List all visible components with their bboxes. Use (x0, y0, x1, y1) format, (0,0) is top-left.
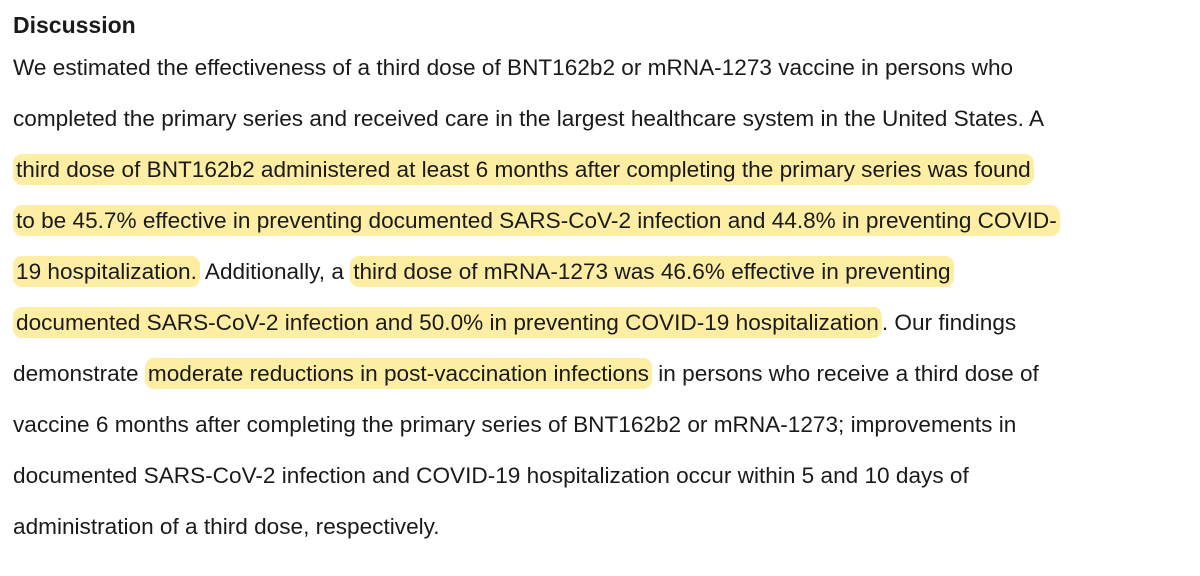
highlighted-text: moderate reductions in post-vaccination … (144, 358, 652, 389)
highlighted-text: third dose of BNT162b2 administered at l… (13, 154, 1034, 185)
body-text: Additionally, a (199, 259, 351, 284)
body-text: demonstrate (13, 361, 145, 386)
document-body: Discussion We estimated the effectivenes… (13, 8, 1193, 552)
highlighted-text: 19 hospitalization. (13, 256, 200, 287)
body-text: . Our findings (881, 310, 1017, 335)
text-line: administration of a third dose, respecti… (13, 501, 1193, 552)
text-line: documented SARS-CoV-2 infection and 50.0… (13, 297, 1193, 348)
text-line: 19 hospitalization. Additionally, a thir… (13, 246, 1193, 297)
body-text: We estimated the effectiveness of a thir… (13, 55, 1014, 80)
body-text: completed the primary series and receive… (13, 106, 1045, 131)
text-line: We estimated the effectiveness of a thir… (13, 42, 1193, 93)
highlighted-text: to be 45.7% effective in preventing docu… (13, 205, 1060, 236)
highlighted-text: third dose of mRNA-1273 was 46.6% effect… (350, 256, 954, 287)
section-heading: Discussion (13, 12, 136, 38)
text-line: demonstrate moderate reductions in post-… (13, 348, 1193, 399)
text-line: documented SARS-CoV-2 infection and COVI… (13, 450, 1193, 501)
body-text: documented SARS-CoV-2 infection and COVI… (13, 463, 969, 488)
body-text: in persons who receive a third dose of (651, 361, 1039, 386)
body-text: administration of a third dose, respecti… (13, 514, 440, 539)
text-line: completed the primary series and receive… (13, 93, 1193, 144)
highlighted-text: documented SARS-CoV-2 infection and 50.0… (13, 307, 882, 338)
text-line: vaccine 6 months after completing the pr… (13, 399, 1193, 450)
body-text: vaccine 6 months after completing the pr… (13, 412, 1017, 437)
discussion-paragraph: We estimated the effectiveness of a thir… (13, 42, 1193, 552)
text-line: third dose of BNT162b2 administered at l… (13, 144, 1193, 195)
text-line: to be 45.7% effective in preventing docu… (13, 195, 1193, 246)
